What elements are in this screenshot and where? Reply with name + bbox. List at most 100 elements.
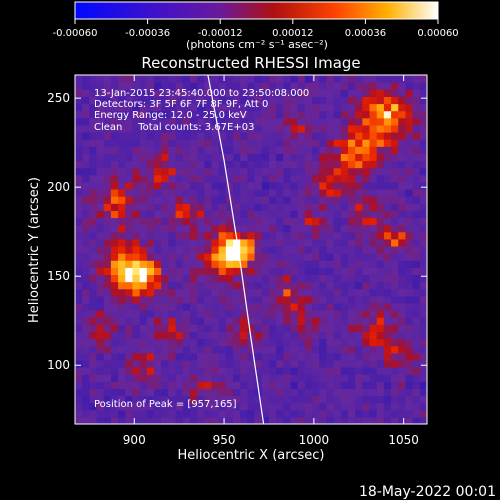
heatmap-cell — [347, 203, 356, 211]
heatmap-cell — [132, 395, 141, 404]
heatmap-cell — [355, 260, 363, 268]
heatmap-cell — [96, 174, 105, 183]
heatmap-cell — [96, 89, 105, 97]
heatmap-cell — [96, 203, 105, 211]
heatmap-cell — [161, 117, 169, 126]
heatmap-cell — [268, 153, 277, 162]
heatmap-cell — [355, 388, 363, 397]
heatmap-cell — [82, 110, 90, 119]
heatmap-cell — [405, 288, 414, 297]
heatmap-cell — [96, 367, 105, 375]
heatmap-cell — [240, 310, 249, 318]
heatmap-cell — [412, 352, 421, 361]
heatmap-cell — [75, 409, 83, 418]
heatmap-cell — [146, 359, 155, 368]
heatmap-cell — [347, 331, 356, 340]
heatmap-cell — [362, 82, 371, 90]
heatmap-cell — [290, 131, 299, 140]
heatmap-cell — [261, 317, 270, 325]
heatmap-cell — [326, 160, 335, 169]
heatmap-cell — [218, 224, 227, 233]
heatmap-cell — [297, 238, 306, 247]
heatmap-cell — [161, 352, 169, 361]
heatmap-cell — [189, 317, 198, 325]
heatmap-cell — [125, 274, 134, 283]
heatmap-cell — [312, 338, 320, 347]
heatmap-cell — [312, 231, 320, 240]
heatmap-cell — [326, 146, 335, 154]
heatmap-cell — [168, 310, 177, 318]
heatmap-cell — [333, 317, 342, 325]
heatmap-cell — [391, 160, 399, 169]
heatmap-cell — [326, 117, 335, 126]
heatmap-cell — [182, 281, 191, 290]
heatmap-cell — [419, 374, 427, 382]
heatmap-cell — [362, 103, 371, 112]
heatmap-cell — [211, 381, 220, 389]
heatmap-cell — [110, 131, 119, 140]
heatmap-cells — [75, 75, 427, 424]
heatmap-cell — [139, 317, 148, 325]
heatmap-cell — [82, 260, 90, 268]
heatmap-cell — [82, 331, 90, 340]
heatmap-cell — [146, 210, 155, 219]
heatmap-cell — [96, 188, 105, 197]
heatmap-cell — [182, 402, 191, 411]
heatmap-cell — [383, 103, 392, 112]
heatmap-cell — [304, 331, 313, 340]
heatmap-cell — [369, 124, 378, 133]
heatmap-cell — [233, 253, 241, 261]
heatmap-cell — [240, 245, 249, 254]
heatmap-cell — [333, 381, 342, 389]
heatmap-cell — [89, 238, 98, 247]
heatmap-cell — [89, 302, 98, 311]
heatmap-cell — [75, 302, 83, 311]
heatmap-cell — [283, 224, 292, 233]
heatmap-cell — [333, 310, 342, 318]
heatmap-cell — [75, 181, 83, 190]
heatmap-cell — [75, 338, 83, 347]
heatmap-cell — [247, 288, 256, 297]
heatmap-cell — [276, 96, 284, 105]
heatmap-cell — [405, 110, 414, 119]
heatmap-cell — [118, 153, 126, 162]
heatmap-cell — [139, 338, 148, 347]
colorbar-tick-label: 0.00036 — [345, 28, 386, 39]
heatmap-cell — [297, 139, 306, 147]
heatmap-cell — [146, 402, 155, 411]
heatmap-cell — [240, 359, 249, 368]
heatmap-cell — [225, 146, 234, 154]
heatmap-cell — [254, 231, 263, 240]
heatmap-cell — [333, 245, 342, 254]
y-tick-label: 250 — [47, 91, 70, 105]
heatmap-cell — [189, 196, 198, 204]
heatmap-cell — [225, 253, 234, 261]
heatmap-cell — [125, 409, 134, 418]
heatmap-cell — [110, 416, 119, 424]
heatmap-cell — [268, 146, 277, 154]
heatmap-cell — [118, 139, 126, 147]
heatmap-cell — [412, 188, 421, 197]
heatmap-cell — [182, 338, 191, 347]
heatmap-cell — [125, 253, 134, 261]
heatmap-cell — [247, 352, 256, 361]
heatmap-cell — [326, 267, 335, 276]
heatmap-cell — [211, 153, 220, 162]
heatmap-cell — [146, 153, 155, 162]
heatmap-cell — [146, 174, 155, 183]
heatmap-cell — [204, 267, 213, 276]
heatmap-cell — [326, 416, 335, 424]
heatmap-cell — [333, 217, 342, 226]
heatmap-cell — [319, 409, 328, 418]
heatmap-cell — [340, 245, 349, 254]
heatmap-cell — [369, 231, 378, 240]
heatmap-cell — [175, 160, 184, 169]
heatmap-cell — [405, 260, 414, 268]
heatmap-cell — [233, 245, 241, 254]
heatmap-cell — [89, 75, 98, 83]
heatmap-cell — [369, 367, 378, 375]
heatmap-cell — [175, 89, 184, 97]
heatmap-cell — [247, 96, 256, 105]
heatmap-cell — [89, 331, 98, 340]
heatmap-cell — [154, 217, 162, 226]
